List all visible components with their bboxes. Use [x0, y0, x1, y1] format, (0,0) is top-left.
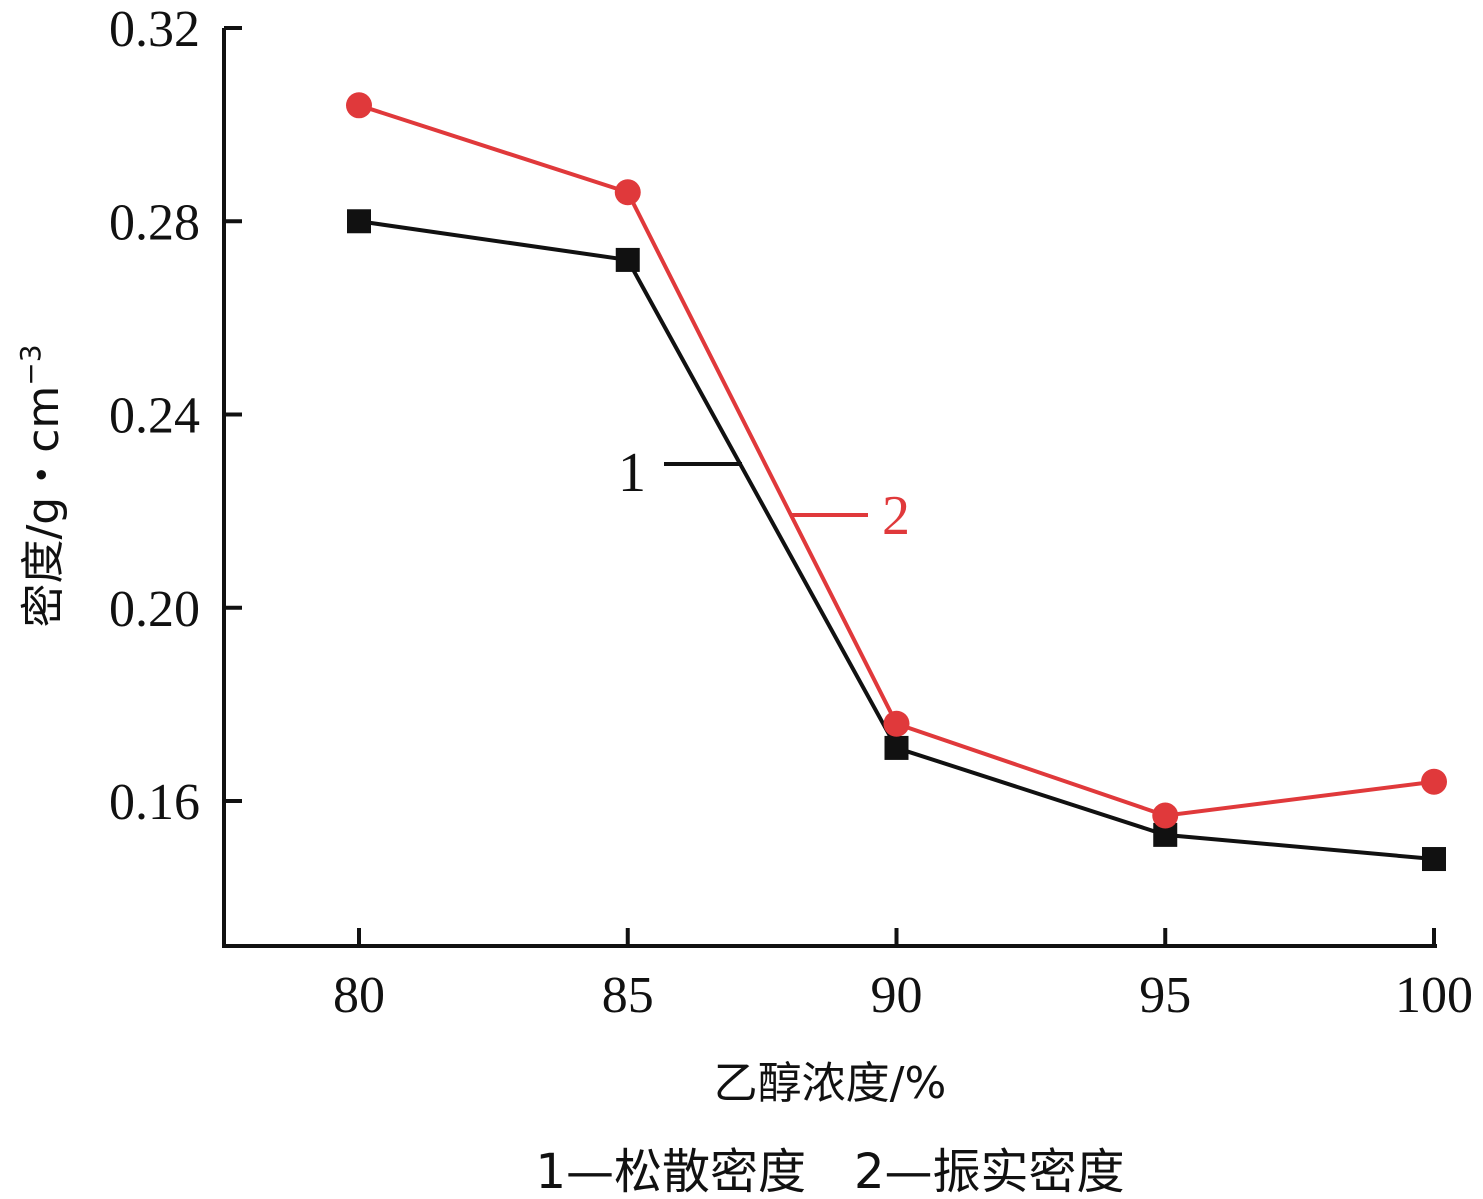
series-1-point — [615, 247, 640, 272]
y-tick-label: 0.20 — [109, 581, 200, 638]
axes — [222, 28, 1437, 948]
x-tick-label: 95 — [1139, 967, 1191, 1024]
series-1-point — [347, 209, 371, 234]
y-ticks: 0.16 0.20 0.24 0.28 0.32 — [109, 1, 242, 831]
series-layer — [346, 92, 1447, 872]
series-2-point — [614, 179, 641, 206]
x-tick-label: 80 — [333, 967, 385, 1024]
x-tick-label: 100 — [1395, 967, 1473, 1024]
y-axis-title: 密度/g・cm−3 — [14, 344, 69, 627]
x-tick-label: 90 — [871, 967, 923, 1024]
x-ticks: 80 85 90 95 100 — [333, 928, 1473, 1024]
series-2-line — [358, 103, 1435, 818]
series-2-point — [1421, 768, 1447, 795]
series-1-point — [1422, 847, 1446, 872]
series-1-point — [884, 735, 909, 760]
y-axis-unit-superscript: −3 — [14, 344, 47, 385]
y-tick-label: 0.32 — [109, 1, 200, 58]
series-2-point — [1152, 802, 1179, 829]
series-1-tag: 1 — [618, 442, 646, 504]
series-2-tag: 2 — [882, 485, 910, 547]
x-tick-label: 85 — [602, 967, 654, 1024]
y-tick-label: 0.24 — [109, 388, 200, 445]
x-axis-title: 乙醇浓度/% — [714, 1058, 947, 1109]
legend-caption: 1—松散密度 2—振实密度 — [535, 1144, 1124, 1199]
y-tick-label: 0.28 — [109, 194, 200, 251]
series-2-point — [346, 92, 372, 119]
series-2-point — [883, 710, 910, 737]
y-tick-label: 0.16 — [109, 774, 200, 831]
